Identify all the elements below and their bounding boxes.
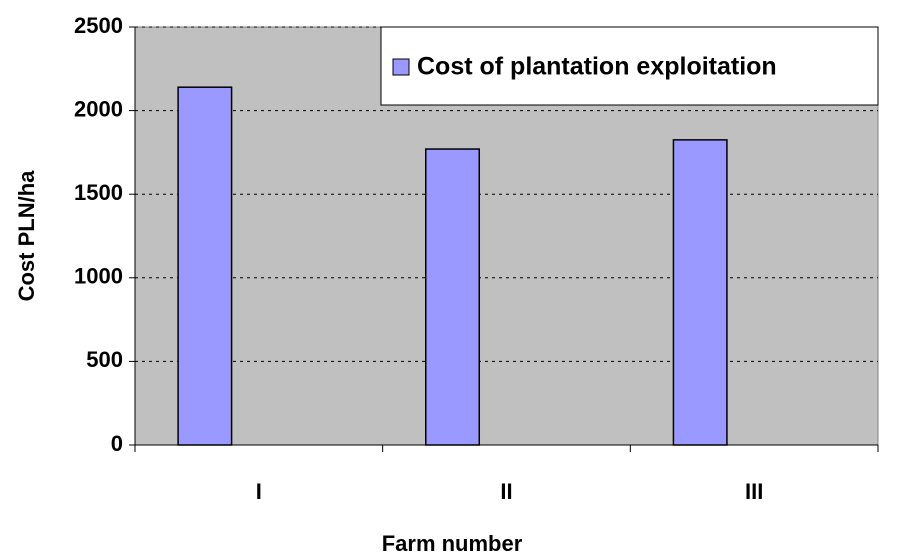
y-tick-label: 500 <box>86 347 123 372</box>
y-tick-label: 0 <box>111 431 123 456</box>
legend-label: Cost of plantation exploitation <box>417 53 777 81</box>
y-tick-label: 1000 <box>74 264 123 289</box>
y-tick-label: 2500 <box>74 13 123 38</box>
y-tick-label: 1500 <box>74 180 123 205</box>
x-axis-label: Farm number <box>382 531 523 556</box>
x-tick-label: II <box>500 479 512 504</box>
legend-box <box>380 26 879 106</box>
x-tick-label: I <box>256 479 262 504</box>
legend-swatch <box>392 58 410 76</box>
bar <box>672 139 728 446</box>
y-axis-label: Cost PLN/ha <box>14 170 39 302</box>
x-tick-label: III <box>745 479 763 504</box>
bar <box>425 148 481 446</box>
y-tick-label: 2000 <box>74 96 123 121</box>
bar <box>177 86 233 446</box>
